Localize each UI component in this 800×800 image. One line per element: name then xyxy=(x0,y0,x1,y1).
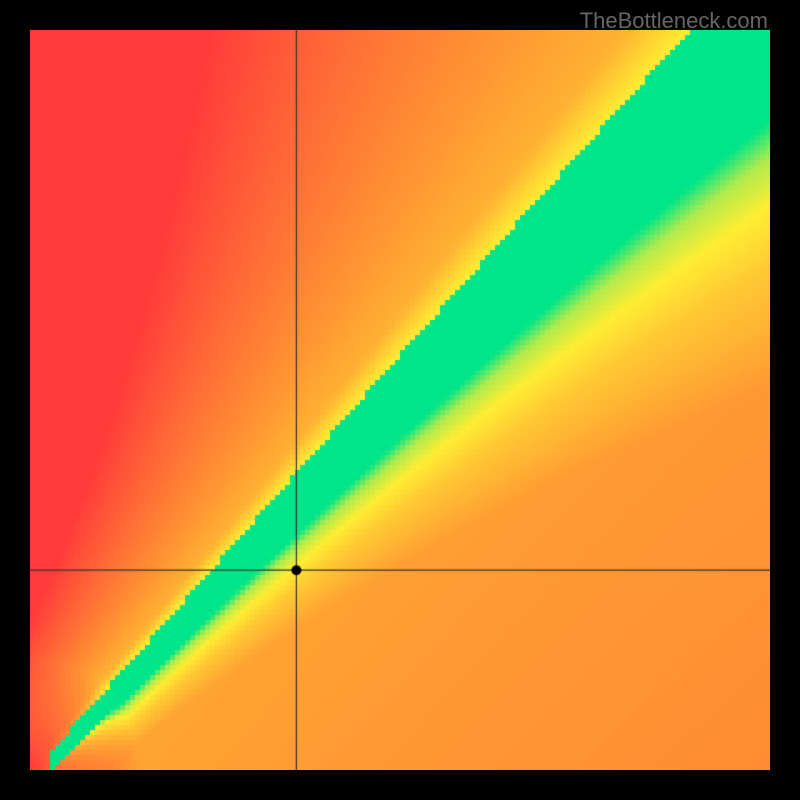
heatmap-plot xyxy=(30,30,770,770)
chart-container: TheBottleneck.com xyxy=(0,0,800,800)
heatmap-canvas xyxy=(30,30,770,770)
watermark-text: TheBottleneck.com xyxy=(580,8,768,34)
